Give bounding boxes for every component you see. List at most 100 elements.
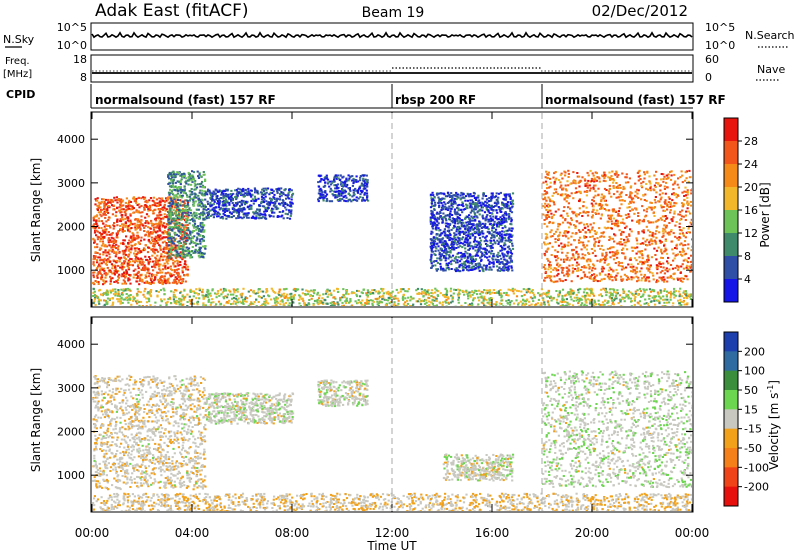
scatter-cell bbox=[477, 200, 480, 203]
scatter-cell bbox=[99, 268, 102, 271]
scatter-cell bbox=[114, 199, 117, 202]
scatter-cell bbox=[158, 224, 162, 226]
scatter-cell bbox=[493, 234, 496, 237]
scatter-cell bbox=[506, 233, 509, 236]
scatter-cell bbox=[141, 223, 144, 226]
scatter-cell bbox=[92, 216, 95, 219]
scatter-cell bbox=[429, 222, 433, 225]
scatter-cell bbox=[223, 214, 226, 217]
scatter-cell bbox=[181, 251, 185, 254]
scatter-cell bbox=[172, 188, 175, 191]
scatter-cell bbox=[442, 269, 445, 272]
scatter-cell bbox=[436, 224, 439, 227]
scatter-cell bbox=[167, 280, 170, 283]
scatter-cell bbox=[441, 205, 444, 208]
scatter-cell bbox=[491, 243, 494, 246]
scatter-cell bbox=[153, 237, 156, 240]
scatter-cell bbox=[138, 283, 141, 286]
scatter-cell bbox=[467, 229, 470, 232]
scatter-cell bbox=[644, 248, 647, 251]
scatter-cell bbox=[660, 248, 663, 251]
scatter-cell bbox=[593, 177, 596, 180]
scatter-cell bbox=[170, 253, 173, 256]
scatter-cell bbox=[622, 267, 625, 270]
scatter-cell bbox=[542, 198, 545, 201]
scatter-cell bbox=[506, 255, 509, 257]
scatter-cell bbox=[637, 189, 640, 192]
scatter-cell bbox=[509, 259, 513, 262]
scatter-cell bbox=[176, 189, 179, 192]
scatter-cell bbox=[284, 212, 287, 215]
scatter-cell bbox=[199, 224, 202, 227]
scatter-cell bbox=[674, 193, 677, 196]
scatter-cell bbox=[455, 255, 458, 258]
scatter-cell bbox=[163, 229, 166, 232]
scatter-cell bbox=[156, 214, 159, 217]
scatter-cell bbox=[237, 191, 241, 194]
scatter-cell bbox=[193, 185, 196, 188]
scatter-cell bbox=[492, 215, 495, 218]
scatter-cell bbox=[462, 205, 465, 208]
scatter-cell bbox=[187, 176, 190, 179]
scatter-cell bbox=[198, 256, 201, 259]
scatter-cell bbox=[680, 242, 683, 245]
scatter-cell bbox=[488, 204, 491, 206]
scatter-cell bbox=[197, 254, 200, 257]
scatter-cell bbox=[509, 202, 512, 205]
scatter-cell bbox=[452, 199, 455, 202]
scatter-cell bbox=[510, 229, 513, 232]
scatter-cell bbox=[124, 275, 127, 278]
scatter-cell bbox=[503, 258, 506, 261]
scatter-cell bbox=[633, 269, 636, 272]
scatter-cell bbox=[479, 243, 482, 246]
scatter-cell bbox=[238, 192, 241, 195]
scatter-cell bbox=[582, 241, 585, 244]
scatter-cell bbox=[461, 238, 464, 241]
scatter-cell bbox=[601, 265, 604, 268]
scatter-cell bbox=[150, 219, 153, 222]
scatter-cell bbox=[202, 256, 205, 258]
scatter-cell bbox=[189, 212, 192, 214]
scatter-cell bbox=[460, 251, 463, 254]
scatter-cell bbox=[457, 222, 460, 225]
scatter-cell bbox=[658, 200, 661, 203]
scatter-cell bbox=[595, 179, 598, 182]
scatter-cell bbox=[352, 189, 355, 192]
scatter-cell bbox=[448, 254, 451, 257]
scatter-cell bbox=[668, 268, 671, 271]
scatter-cell bbox=[199, 250, 202, 253]
scatter-cell bbox=[270, 188, 273, 191]
scatter-cell bbox=[144, 244, 147, 247]
scatter-cell bbox=[474, 213, 477, 216]
scatter-cell bbox=[571, 210, 574, 213]
scatter-cell bbox=[510, 252, 514, 255]
scatter-cell bbox=[286, 213, 289, 216]
scatter-cell bbox=[473, 239, 476, 242]
scatter-cell bbox=[510, 223, 513, 226]
scatter-cell bbox=[511, 192, 515, 195]
scatter-cell bbox=[159, 269, 162, 272]
scatter-cell bbox=[280, 215, 283, 218]
scatter-cell bbox=[586, 184, 589, 187]
scatter-cell bbox=[464, 237, 468, 240]
scatter-cell bbox=[487, 218, 490, 221]
scatter-cell bbox=[359, 176, 362, 179]
scatter-cell bbox=[183, 176, 186, 179]
scatter-cell bbox=[468, 262, 471, 264]
scatter-cell bbox=[435, 233, 438, 236]
scatter-cell bbox=[472, 222, 475, 225]
scatter-cell bbox=[445, 267, 448, 270]
scatter-cell bbox=[185, 199, 188, 202]
scatter-cell bbox=[594, 184, 597, 187]
scatter-cell bbox=[357, 180, 360, 183]
scatter-cell bbox=[481, 215, 484, 218]
scatter-cell bbox=[214, 210, 218, 213]
scatter-cell bbox=[179, 232, 182, 235]
scatter-cell bbox=[113, 272, 116, 275]
scatter-cell bbox=[121, 282, 124, 285]
scatter-cell bbox=[325, 197, 329, 200]
scatter-cell bbox=[177, 229, 180, 232]
scatter-cell bbox=[689, 260, 692, 263]
scatter-cell bbox=[501, 260, 504, 263]
scatter-cell bbox=[145, 275, 148, 278]
